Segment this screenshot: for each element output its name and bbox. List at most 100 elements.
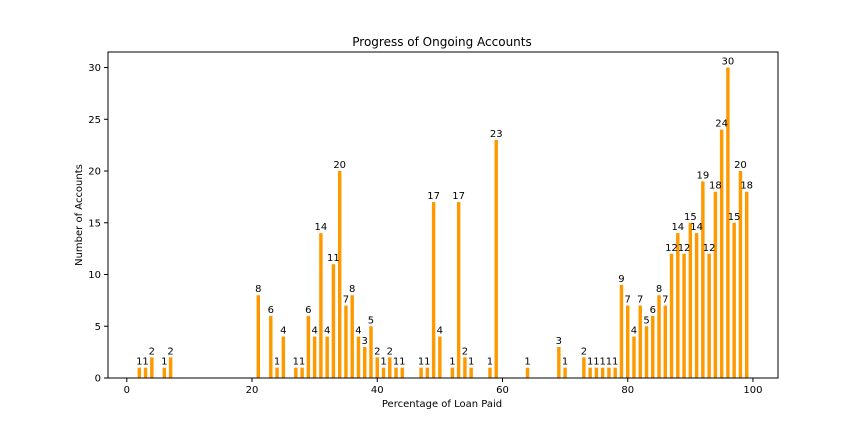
data-label-13: 14 xyxy=(315,222,328,233)
data-label-8: 4 xyxy=(280,326,286,337)
bar-60 xyxy=(707,253,711,378)
bar-3 xyxy=(162,367,167,378)
y-tick-label-5: 5 xyxy=(95,322,101,333)
x-axis-label: Percentage of Loan Paid xyxy=(382,399,502,410)
data-label-25: 1 xyxy=(393,357,399,368)
x-tick-label-20: 20 xyxy=(246,385,259,396)
bar-49 xyxy=(638,305,642,378)
bar-8 xyxy=(281,336,286,378)
data-label-11: 6 xyxy=(305,305,311,316)
bar-51 xyxy=(651,315,655,378)
bar-28 xyxy=(425,367,430,378)
bar-31 xyxy=(450,367,455,378)
bar-56 xyxy=(682,253,686,378)
x-tick-label-80: 80 xyxy=(621,385,634,396)
bar-0 xyxy=(137,367,142,378)
data-label-0: 1 xyxy=(136,357,142,368)
bar-34 xyxy=(469,367,473,378)
data-label-66: 18 xyxy=(740,181,753,192)
y-axis-label: Number of Accounts xyxy=(74,164,85,266)
bar-1 xyxy=(143,367,148,378)
bar-4 xyxy=(168,357,173,378)
bar-52 xyxy=(657,295,661,378)
bar-17 xyxy=(344,305,348,378)
bar-11 xyxy=(306,315,311,378)
data-label-58: 14 xyxy=(690,222,703,233)
data-label-29: 17 xyxy=(427,191,440,202)
data-label-16: 20 xyxy=(333,160,346,171)
data-label-57: 15 xyxy=(684,212,697,223)
data-label-1: 1 xyxy=(142,357,148,368)
data-label-36: 23 xyxy=(490,129,503,140)
data-label-17: 7 xyxy=(343,295,349,306)
bar-36 xyxy=(494,139,498,378)
data-label-7: 1 xyxy=(274,357,280,368)
bar-23 xyxy=(381,367,386,378)
bar-41 xyxy=(588,367,592,378)
bar-63 xyxy=(726,67,730,379)
bar-12 xyxy=(312,336,317,378)
data-label-63: 30 xyxy=(722,57,735,68)
data-label-35: 1 xyxy=(487,357,493,368)
data-label-30: 4 xyxy=(437,326,443,337)
data-label-18: 8 xyxy=(349,284,355,295)
bar-7 xyxy=(275,367,279,378)
data-label-2: 2 xyxy=(149,346,155,357)
data-label-38: 3 xyxy=(556,336,562,347)
y-tick-label-10: 10 xyxy=(88,270,101,281)
plot-frame xyxy=(107,51,779,379)
bar-43 xyxy=(600,367,605,378)
bar-21 xyxy=(369,326,373,378)
data-label-42: 1 xyxy=(593,357,599,368)
data-label-62: 24 xyxy=(715,119,728,130)
bar-42 xyxy=(594,367,599,378)
bar-10 xyxy=(300,367,304,378)
y-axis-ticks: 0 5 10 15 20 25 30 xyxy=(88,63,108,385)
data-label-19: 4 xyxy=(355,326,361,337)
data-label-37: 1 xyxy=(524,357,530,368)
bar-25 xyxy=(394,367,398,378)
data-label-14: 4 xyxy=(324,326,330,337)
data-label-33: 2 xyxy=(462,346,468,357)
bar-44 xyxy=(607,367,611,378)
bar-39 xyxy=(563,367,567,378)
bar-58 xyxy=(694,233,699,378)
bar-29 xyxy=(431,202,436,378)
bar-59 xyxy=(701,181,705,378)
data-label-31: 1 xyxy=(449,357,455,368)
bar-55 xyxy=(676,233,680,378)
data-label-5: 8 xyxy=(255,284,261,295)
bar-24 xyxy=(388,357,392,378)
chart-title: Progress of Ongoing Accounts xyxy=(352,35,532,49)
y-tick-label-15: 15 xyxy=(88,218,101,229)
bar-65 xyxy=(738,171,743,378)
bar-13 xyxy=(319,233,323,378)
data-label-27: 1 xyxy=(418,357,424,368)
data-label-24: 2 xyxy=(387,346,393,357)
bar-15 xyxy=(331,264,336,378)
bar-22 xyxy=(375,357,379,378)
bar-30 xyxy=(438,336,442,378)
bar-66 xyxy=(744,191,749,378)
data-label-45: 1 xyxy=(612,357,618,368)
data-label-6: 6 xyxy=(268,305,274,316)
bar-6 xyxy=(269,315,273,378)
x-axis-ticks: 0 20 40 60 80 100 xyxy=(124,378,763,396)
data-label-49: 7 xyxy=(637,295,643,306)
bar-5 xyxy=(256,295,260,378)
data-label-56: 12 xyxy=(678,243,691,254)
bar-14 xyxy=(325,336,329,378)
data-label-22: 2 xyxy=(374,346,380,357)
data-label-41: 1 xyxy=(587,357,593,368)
data-label-50: 5 xyxy=(643,315,649,326)
x-tick-label-40: 40 xyxy=(371,385,384,396)
bar-57 xyxy=(688,222,693,378)
data-label-28: 1 xyxy=(424,357,430,368)
bars-group xyxy=(137,67,749,379)
data-label-9: 1 xyxy=(293,357,299,368)
data-label-20: 3 xyxy=(362,336,368,347)
data-label-15: 11 xyxy=(327,253,340,264)
data-label-40: 2 xyxy=(581,346,587,357)
data-label-23: 1 xyxy=(380,357,386,368)
